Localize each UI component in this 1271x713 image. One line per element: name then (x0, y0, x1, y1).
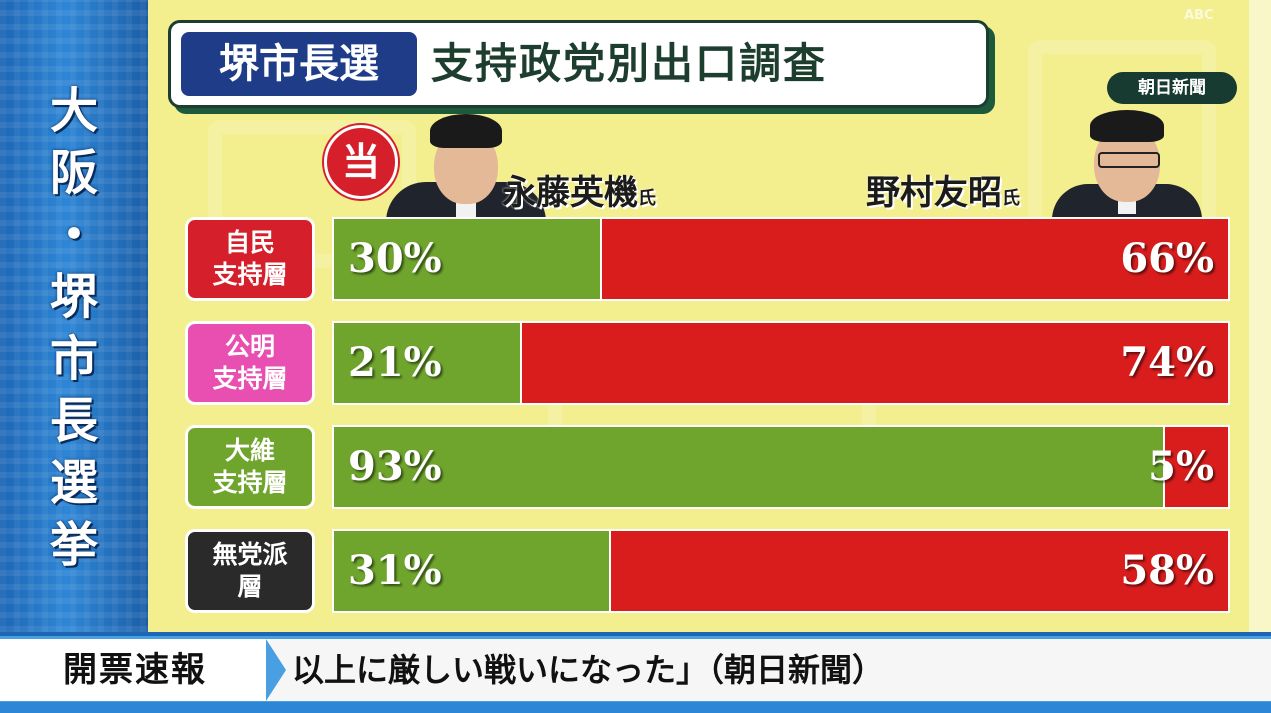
channel-logo: ABC (1184, 8, 1214, 23)
title-tag: 堺市長選 (181, 32, 417, 96)
bar-segment-left (334, 531, 612, 611)
category-label-line: 支持層 (212, 260, 288, 289)
candidate-left-name: 永藤英機氏 (502, 165, 656, 214)
ticker-text: 以上に厳しい戦いになった」（朝日新聞） (292, 651, 885, 689)
background-stripe (1249, 0, 1271, 632)
side-banner-char: 挙 (49, 517, 98, 573)
category-label-line: 支持層 (212, 468, 288, 497)
category-label: 自民 支持層 (185, 217, 315, 301)
value-label-right: 74% (1120, 339, 1214, 386)
candidate-left-name-text: 永藤英機 (502, 173, 638, 213)
winner-mark-icon: 当 (324, 125, 398, 199)
candidate-right-name-text: 野村友昭 (866, 173, 1002, 213)
bar-segment-left (334, 323, 522, 403)
ticker-bar: 開票速報 以上に厳しい戦いになった」（朝日新聞） (0, 636, 1271, 704)
category-label-line: 無党派 (212, 540, 288, 569)
candidate-left-suffix: 氏 (638, 188, 656, 209)
side-banner-char: 長 (49, 393, 98, 449)
side-banner-char: 市 (49, 331, 98, 387)
category-label-line: 支持層 (212, 364, 288, 393)
side-banner: 大 阪 ・ 堺 市 長 選 挙 (0, 0, 148, 632)
ticker-bottom-strip (0, 702, 1271, 713)
bar-track: 93% 5% (332, 425, 1230, 509)
bar-segment-left (334, 219, 603, 299)
ticker-label: 開票速報 (0, 639, 270, 701)
value-label-right: 5% (1148, 443, 1214, 490)
candidate-left-photo (386, 110, 546, 222)
category-label: 公明 支持層 (185, 321, 315, 405)
category-label-line: 自民 (224, 228, 275, 257)
value-label-right: 58% (1120, 547, 1214, 594)
chart-title: 支持政党別出口調査 (431, 39, 828, 88)
bar-track: 21% 74% (332, 321, 1230, 405)
category-label-line: 大維 (224, 436, 275, 465)
value-label-left: 31% (348, 547, 442, 594)
value-label-left: 30% (348, 235, 442, 282)
value-label-right: 66% (1120, 235, 1214, 282)
chart-panel: 堺市長選 支持政党別出口調査 朝日新聞 当 永藤英機氏 野村友昭氏 自民 支持層 … (148, 0, 1271, 632)
bar-segment-left (334, 427, 1166, 507)
candidate-right-name: 野村友昭氏 (866, 165, 1020, 214)
candidate-right-suffix: 氏 (1002, 188, 1020, 209)
category-label: 大維 支持層 (185, 425, 315, 509)
ticker-arrow-icon (266, 639, 286, 701)
bar-track: 31% 58% (332, 529, 1230, 613)
category-label: 無党派層 (185, 529, 315, 613)
side-banner-text: 大 阪 ・ 堺 市 長 選 挙 (0, 80, 148, 576)
side-banner-char: 堺 (49, 269, 98, 325)
category-label-line: 公明 (224, 332, 275, 361)
side-banner-char: 大 (49, 83, 98, 139)
side-banner-char: ・ (49, 207, 98, 263)
side-banner-char: 選 (49, 455, 98, 511)
value-label-left: 93% (348, 443, 442, 490)
side-banner-char: 阪 (49, 145, 98, 201)
news-ticker: 開票速報 以上に厳しい戦いになった」（朝日新聞） (0, 632, 1271, 713)
candidate-right-photo (1052, 108, 1202, 220)
source-badge: 朝日新聞 (1107, 72, 1237, 104)
bar-track: 30% 66% (332, 217, 1230, 301)
category-label-line: 層 (237, 572, 263, 601)
title-box: 堺市長選 支持政党別出口調査 (168, 20, 989, 108)
value-label-left: 21% (348, 339, 442, 386)
